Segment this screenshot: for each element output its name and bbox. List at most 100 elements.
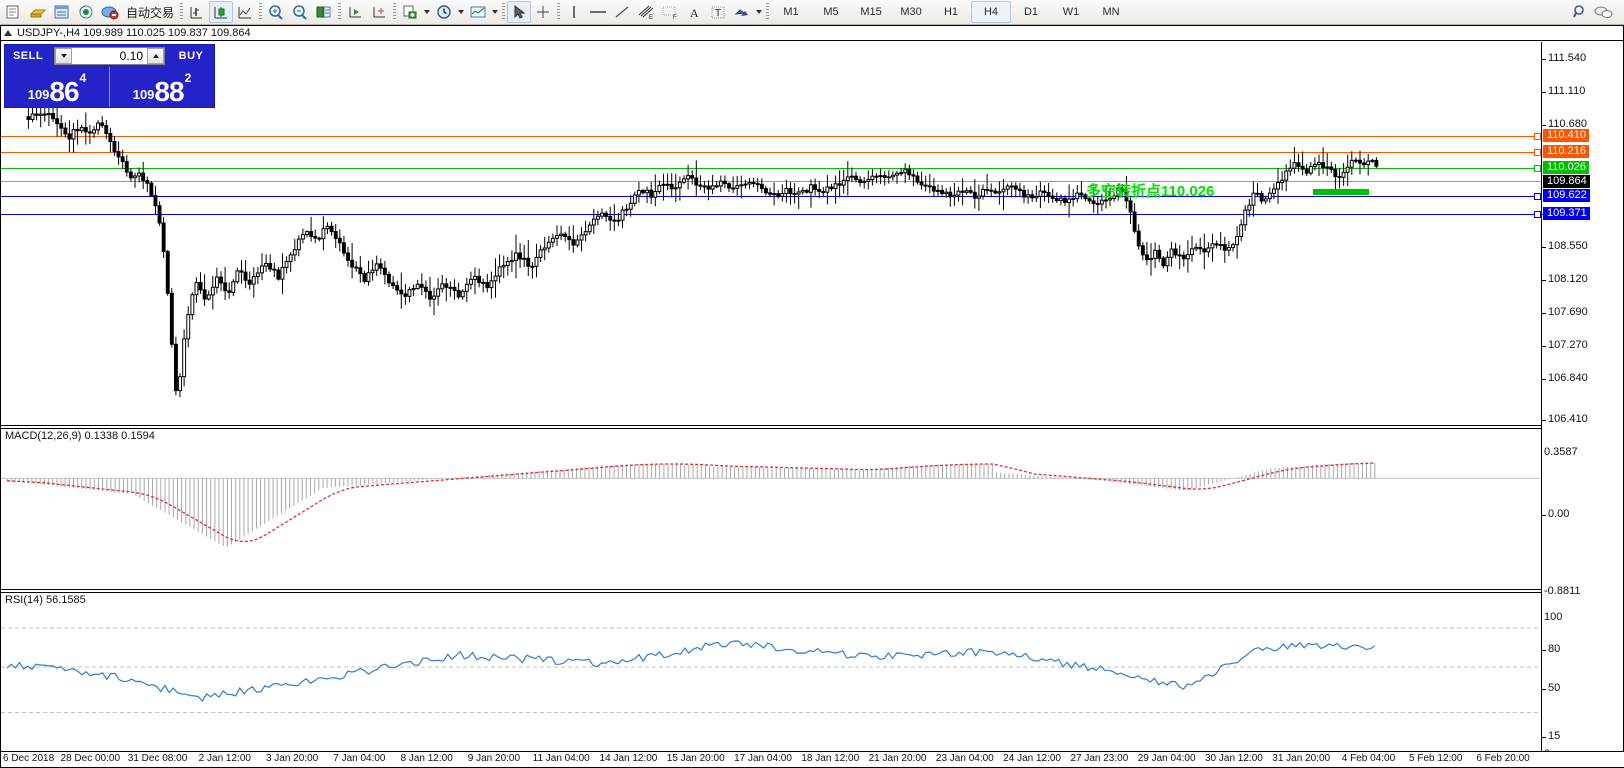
zoom-out-icon[interactable] [288,1,312,23]
auto-scroll-icon[interactable] [343,1,367,23]
buy-price-big-figure: 109 [132,87,155,102]
sell-button[interactable]: SELL [12,50,44,62]
macd-pane[interactable]: MACD(12,26,9) 0.1338 0.1594 [1,429,1541,589]
bar-chart-icon[interactable] [185,1,209,23]
oct-quotes-row: 109 86 4 109 88 2 [5,67,214,107]
time-tick: 23 Jan 04:00 [935,753,994,764]
candlestick-chart-icon[interactable] [209,1,234,23]
timeframe-w1[interactable]: W1 [1062,6,1080,18]
volume-stepper[interactable]: 0.10 [54,47,165,65]
time-tick: 7 Jan 04:00 [333,753,386,764]
price-level-label-110-026[interactable]: 110.026 [1543,161,1589,174]
time-axis[interactable]: 6 Dec 2018 28 Dec 00:00 31 Dec 08:00 2 Jan … [1,751,1624,767]
rsi-series [1,627,1541,713]
toolbar-separator [336,2,343,22]
timeframe-h1[interactable]: H1 [943,6,959,18]
timeframe-d1[interactable]: D1 [1023,6,1039,18]
sell-price-fraction: 4 [79,71,87,85]
templates-dropdown-caret-icon[interactable] [490,2,500,22]
trendline-icon[interactable] [610,1,634,23]
time-tick: 28 Dec 00:00 [60,753,121,764]
price-line-handle-109-622[interactable] [1534,193,1541,200]
text-icon[interactable]: A [682,1,706,23]
fibonacci-icon[interactable]: E [634,1,658,23]
signals-icon[interactable] [74,1,98,23]
chat-icon[interactable] [1592,1,1616,23]
text-label-icon[interactable]: T [706,1,730,23]
crosshair-icon[interactable] [531,1,555,23]
volume-input[interactable]: 0.10 [119,49,143,63]
time-tick: 24 Jan 12:00 [1003,753,1061,764]
macd-pane-label: MACD(12,26,9) 0.1338 0.1594 [5,430,155,442]
buy-button[interactable]: BUY [178,50,204,62]
pane-divider-2 [1,589,1543,590]
price-line-handle-110-410[interactable] [1534,133,1541,140]
price-pane[interactable]: 多空转折点110.026 [1,42,1541,425]
time-tick: 15 Jan 20:00 [666,753,725,764]
horizontal-line-icon[interactable] [586,1,610,23]
price-level-label-110-216[interactable]: 110.216 [1543,145,1589,158]
timeframe-m5[interactable]: M5 [823,6,839,18]
price-level-label-109-622[interactable]: 109.622 [1543,189,1590,202]
restore-triangle-icon[interactable] [4,30,12,36]
buy-price[interactable]: 109 88 2 [109,67,214,107]
time-tick: 11 Jan 04:00 [532,753,590,764]
price-line-110-216[interactable] [1,152,1541,153]
price-line-handle-110-216[interactable] [1534,149,1541,156]
tile-windows-icon[interactable] [312,1,336,23]
rsi-pane[interactable]: RSI(14) 56.1585 [1,593,1541,752]
chart-shift-icon[interactable] [367,1,391,23]
period-icon[interactable] [432,1,456,23]
autotrade-button[interactable]: 自动交易 [126,5,175,20]
one-click-trading-panel[interactable]: SELL 0.10 BUY 109 86 4 109 88 2 [4,44,215,108]
symbol-ohlc-text: USDJPY-,H4 109.989 110.025 109.837 109.8… [17,27,251,39]
sell-price[interactable]: 109 86 4 [5,67,109,107]
time-tick: 31 Dec 08:00 [127,753,188,764]
price-level-label-109-371[interactable]: 109.371 [1543,207,1590,220]
price-scale[interactable]: 111.540 111.110 110.680 108.970 108.550 … [1541,42,1623,760]
price-line-handle-110-026[interactable] [1534,165,1541,172]
period-dropdown-caret-icon[interactable] [456,2,466,22]
shapes-icon[interactable] [730,1,754,23]
data-window-icon[interactable] [50,1,74,23]
timeframe-m30[interactable]: M30 [900,6,922,18]
line-chart-icon[interactable] [233,1,257,23]
add-indicator-icon[interactable] [398,1,422,23]
chart-window[interactable]: USDJPY-,H4 109.989 110.025 109.837 109.8… [0,25,1624,768]
shapes-dropdown-caret-icon[interactable] [754,2,764,22]
volume-increase-button[interactable] [147,48,164,64]
volume-decrease-button[interactable] [55,48,72,64]
price-line-110-026[interactable] [1,168,1541,169]
price-line-109-622[interactable] [1,196,1541,197]
price-level-label-110-410[interactable]: 110.410 [1543,129,1589,142]
vertical-line-icon[interactable] [562,1,586,23]
new-order-icon[interactable] [2,1,26,23]
search-icon[interactable] [1568,1,1592,23]
main-toolbar: 自动交易 [0,0,1624,25]
sell-price-big-figure: 109 [27,87,50,102]
price-line-110-410[interactable] [1,136,1541,137]
cursor-icon[interactable] [507,1,532,23]
time-tick: 18 Jan 12:00 [801,753,860,764]
zoom-in-icon[interactable] [264,1,288,23]
time-tick: 8 Jan 12:00 [400,753,453,764]
last-price-label: 109.864 [1543,175,1590,188]
channel-icon[interactable]: F [658,1,682,23]
gold-bars-icon[interactable] [26,1,50,23]
price-line-handle-109-371[interactable] [1534,211,1541,218]
time-tick: 21 Jan 20:00 [868,753,927,764]
timeframe-m15[interactable]: M15 [860,6,882,18]
indicator-dropdown-caret-icon[interactable] [422,2,432,22]
templates-icon[interactable] [466,1,490,23]
timeframe-h4[interactable]: H4 [971,1,1012,23]
market-icon[interactable] [98,1,122,23]
timeframe-m1[interactable]: M1 [783,6,799,18]
timeframe-mn[interactable]: MN [1102,6,1120,18]
time-tick: 14 Jan 12:00 [599,753,658,764]
price-line-109-371[interactable] [1,214,1541,215]
time-tick: 27 Jan 23:00 [1070,753,1129,764]
pane-divider-1b [1,428,1543,429]
time-tick: 5 Feb 12:00 [1409,753,1463,764]
chart-annotation[interactable]: 多空转折点110.026 [1086,183,1215,200]
time-tick: 2 Jan 12:00 [198,753,251,764]
